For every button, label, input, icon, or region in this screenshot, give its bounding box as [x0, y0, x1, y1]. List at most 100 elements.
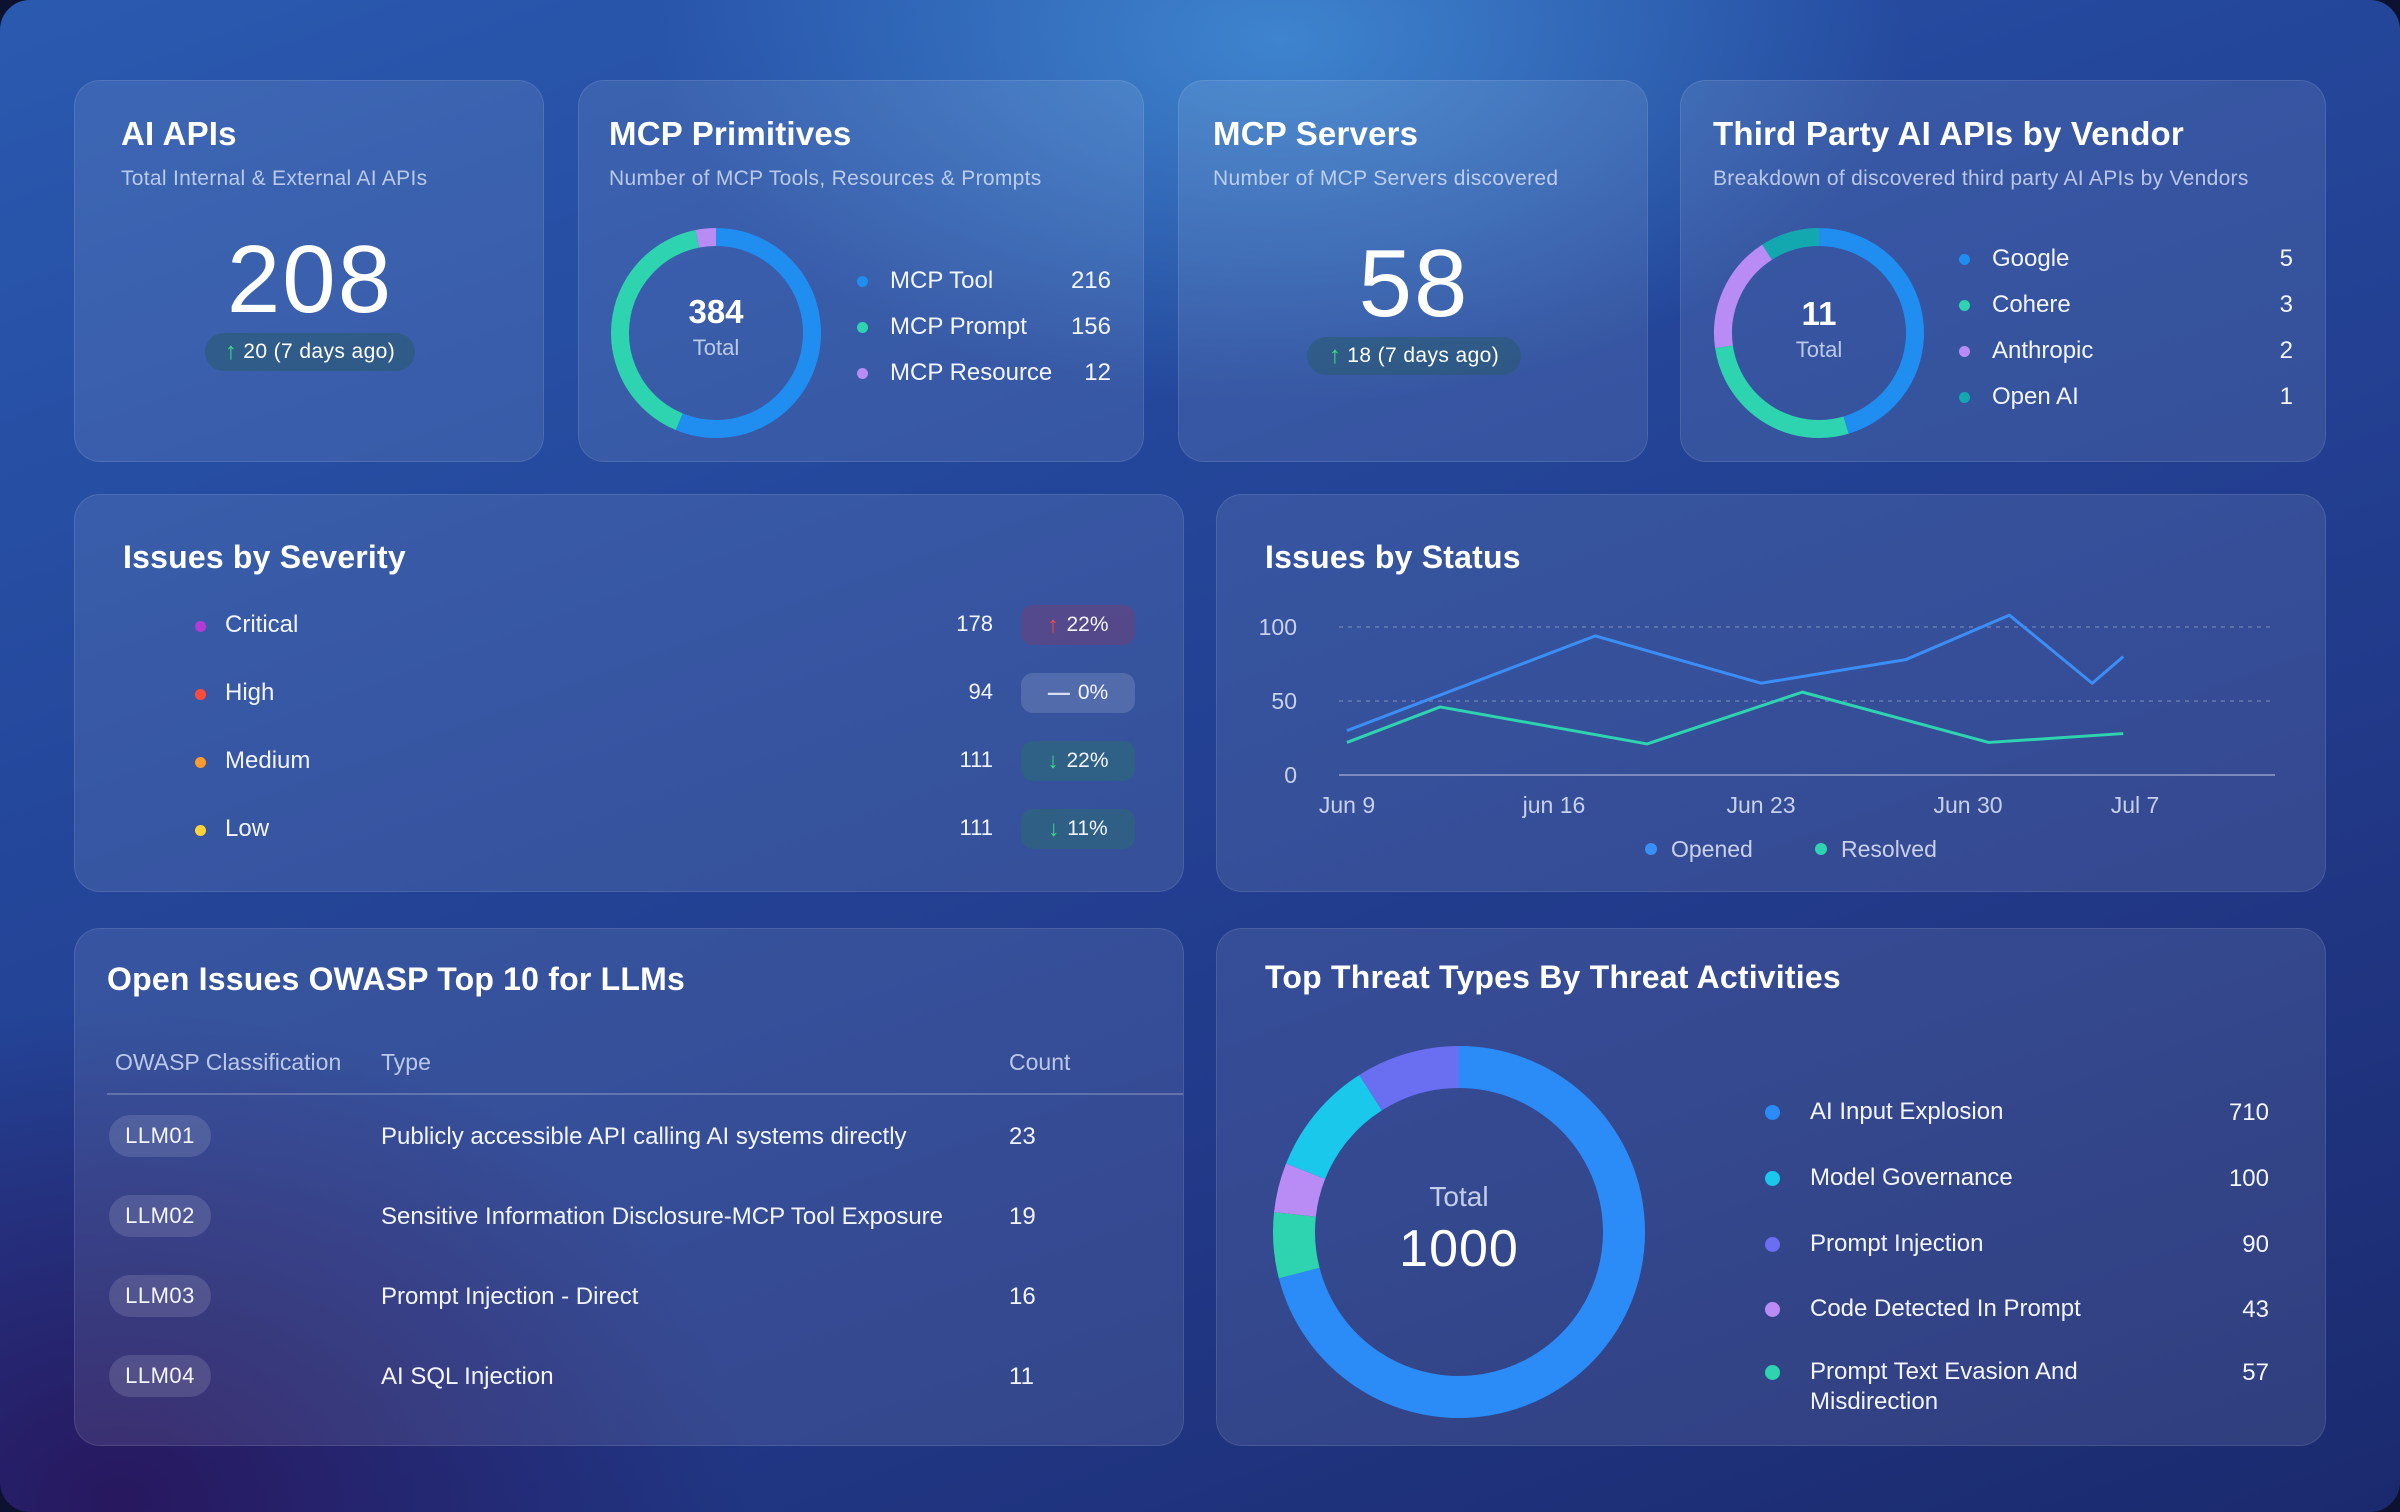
threat-slice-prompt-text-evasion-and-misdirection[interactable]	[1273, 1212, 1320, 1279]
mcp-slice-mcp-tool[interactable]	[675, 228, 821, 438]
ai-apis-value: 208	[226, 226, 394, 333]
owasp-count-cell: 19	[1009, 1203, 1036, 1230]
severity-count: 111	[959, 815, 993, 840]
vendor-slice-open-ai[interactable]	[1762, 228, 1820, 260]
legend-dot-icon	[1959, 345, 1970, 357]
owasp-classification-badge: LLM03	[109, 1275, 211, 1317]
mcp-servers-card[interactable]: MCP Servers Number of MCP Servers discov…	[1178, 80, 1648, 462]
mcp-primitives-card[interactable]: MCP Primitives Number of MCP Tools, Reso…	[578, 80, 1144, 462]
owasp-type-cell: Publicly accessible API calling AI syste…	[381, 1123, 907, 1150]
severity-change-badge: — 0%	[1021, 673, 1135, 713]
vendor-slice-google[interactable]	[1818, 228, 1924, 434]
x-tick-label: Jun 23	[1726, 792, 1795, 818]
severity-label: Critical	[225, 611, 299, 638]
mcp-primitives-donut-center: 384 Total	[606, 293, 826, 361]
severity-label: Medium	[225, 747, 311, 774]
mcp-legend-item[interactable]: MCP Resource	[857, 359, 1052, 387]
ai-apis-subtitle: Total Internal & External AI APIs	[121, 167, 428, 190]
table-row[interactable]: LLM01 Publicly accessible API calling AI …	[75, 1109, 1183, 1165]
vendor-legend-item[interactable]: Cohere	[1959, 291, 2071, 319]
threat-slice-ai-input-explosion[interactable]	[1278, 1046, 1645, 1418]
owasp-header-count: Count	[1009, 1049, 1071, 1075]
vendor-legend-label: Google	[1992, 245, 2070, 272]
mcp-servers-delta-text: 18 (7 days ago)	[1347, 344, 1500, 367]
threat-slice-prompt-injection[interactable]	[1359, 1046, 1460, 1111]
mcp-slice-mcp-resource[interactable]	[695, 228, 717, 248]
vendor-legend-label: Open AI	[1992, 383, 2079, 410]
status-line-chart: 0 50 100 Jun 9 jun 16 Jun 23 Jun 30 Jul 7 Opened…	[1259, 613, 2275, 862]
threat-slice-code-detected-in-prompt[interactable]	[1274, 1163, 1326, 1218]
mcp-primitives-total-label: Total	[692, 335, 740, 360]
legend-dot-icon	[857, 367, 868, 379]
mcp-legend-item[interactable]: MCP Prompt	[857, 313, 1027, 341]
legend-dot-icon	[1765, 1105, 1780, 1120]
severity-label: Low	[225, 815, 270, 842]
legend-dot-icon	[1959, 391, 1970, 403]
mcp-servers-title: MCP Servers	[1213, 115, 1419, 152]
mcp-servers-value: 58	[1358, 230, 1470, 337]
y-tick-label: 50	[1271, 688, 1297, 714]
owasp-card[interactable]: Open Issues OWASP Top 10 for LLMs OWASP …	[74, 928, 1184, 1446]
ai-apis-card[interactable]: AI APIs Total Internal & External AI API…	[74, 80, 544, 462]
threat-legend-label: AI Input Explosion	[1810, 1098, 2004, 1125]
series-line-opened[interactable]	[1346, 613, 2125, 733]
mcp-legend-label: MCP Tool	[890, 267, 994, 294]
threat-slice-model-governance[interactable]	[1286, 1074, 1383, 1180]
vendor-legend-label: Cohere	[1992, 291, 2071, 318]
vendors-donut-center: 11 Total	[1712, 295, 1926, 363]
y-tick-label: 100	[1259, 614, 1297, 640]
vendor-legend-item[interactable]: Open AI	[1959, 383, 2079, 411]
mcp-servers-subtitle: Number of MCP Servers discovered	[1213, 167, 1559, 190]
severity-row-critical[interactable]: Critical 178 ↑ 22%	[75, 605, 1183, 649]
threat-legend-value: 57	[2242, 1359, 2269, 1386]
table-row[interactable]: LLM04 AI SQL Injection 11	[75, 1349, 1183, 1405]
mcp-servers-delta-badge: ↑ 18 (7 days ago)	[1307, 337, 1521, 375]
threats-title: Top Threat Types By Threat Activities	[1265, 959, 1841, 995]
severity-row-medium[interactable]: Medium 111 ↓ 22%	[75, 741, 1183, 785]
threats-total-label: Total	[1429, 1181, 1489, 1212]
legend-dot-icon	[1815, 843, 1827, 855]
vendor-legend-value: 2	[2279, 337, 2293, 364]
mcp-primitives-donut-chart	[611, 228, 821, 438]
x-tick-label: Jul 7	[2111, 792, 2160, 818]
x-tick-label: Jun 30	[1933, 792, 2002, 818]
mcp-slice-mcp-prompt[interactable]	[611, 230, 700, 431]
vendor-slice-anthropic[interactable]	[1714, 244, 1773, 348]
owasp-count-cell: 11	[1009, 1363, 1034, 1390]
arrow-up-icon: ↑	[1328, 342, 1342, 369]
legend-label-opened[interactable]: Opened	[1671, 836, 1753, 862]
owasp-type-cell: AI SQL Injection	[381, 1363, 554, 1390]
vendor-legend-item[interactable]: Anthropic	[1959, 337, 2093, 365]
threats-donut-chart	[1273, 1046, 1645, 1418]
severity-row-low[interactable]: Low 111 ↓ 11%	[75, 809, 1183, 853]
legend-dot-icon	[1765, 1365, 1780, 1380]
mcp-legend-value: 216	[1070, 267, 1111, 294]
vendors-card[interactable]: Third Party AI APIs by Vendor Breakdown …	[1680, 80, 2326, 462]
vendor-legend-item[interactable]: Google	[1959, 245, 2069, 273]
vendors-total-label: Total	[1795, 337, 1843, 362]
owasp-header-type: Type	[381, 1049, 431, 1075]
threat-legend-value: 710	[2228, 1099, 2269, 1126]
arrow-up-icon: ↑	[1047, 612, 1059, 637]
mcp-legend-label: MCP Prompt	[890, 313, 1027, 340]
legend-label-resolved[interactable]: Resolved	[1841, 836, 1937, 862]
severity-card[interactable]: Issues by Severity Critical 178 ↑ 22% High 94…	[74, 494, 1184, 892]
severity-row-high[interactable]: High 94 — 0%	[75, 673, 1183, 717]
severity-dot-icon	[195, 689, 206, 700]
status-card[interactable]: Issues by Status 0 50 100 Jun 9 jun 16 Jun 23…	[1216, 494, 2326, 892]
vendor-legend-label: Anthropic	[1992, 337, 2094, 364]
mcp-primitives-title: MCP Primitives	[609, 115, 852, 152]
threats-card[interactable]: Top Threat Types By Threat Activities To…	[1216, 928, 2326, 1446]
legend-dot-icon	[857, 275, 868, 287]
owasp-type-cell: Prompt Injection - Direct	[381, 1283, 639, 1310]
owasp-title: Open Issues OWASP Top 10 for LLMs	[107, 961, 685, 997]
series-line-resolved[interactable]	[1346, 690, 2124, 746]
vendor-legend-value: 3	[2279, 291, 2293, 318]
vendors-donut-chart	[1714, 228, 1924, 438]
table-row[interactable]: LLM03 Prompt Injection - Direct 16	[75, 1269, 1183, 1325]
threats-donut-center: Total 1000	[1264, 1181, 1654, 1279]
severity-dot-icon	[195, 757, 206, 768]
vendor-slice-cohere[interactable]	[1715, 345, 1849, 438]
mcp-legend-item[interactable]: MCP Tool	[857, 267, 993, 295]
table-row[interactable]: LLM02 Sensitive Information Disclosure-MC…	[75, 1189, 1183, 1245]
